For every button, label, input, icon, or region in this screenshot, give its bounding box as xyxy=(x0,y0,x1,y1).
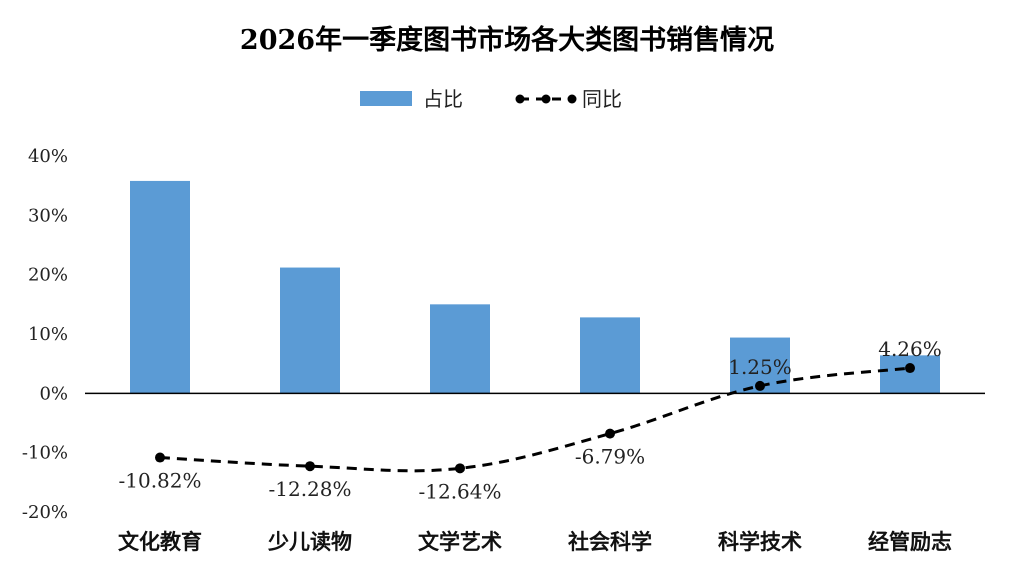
line-point xyxy=(455,463,465,474)
line-point xyxy=(305,461,315,472)
y-tick-label: 40% xyxy=(28,146,68,167)
line-point xyxy=(155,452,165,463)
y-tick-label: 20% xyxy=(28,265,68,286)
line-path xyxy=(159,366,911,473)
line-data-label: 4.26% xyxy=(878,337,942,361)
x-category-label: 科学技术 xyxy=(718,529,802,554)
x-category-label: 文化教育 xyxy=(118,529,202,554)
bar-series xyxy=(130,180,940,394)
line-series xyxy=(155,363,915,474)
line-point xyxy=(755,380,765,391)
line-data-label: -6.79% xyxy=(575,445,645,469)
bar xyxy=(280,267,340,394)
y-tick-label: 30% xyxy=(28,205,68,226)
line-data-label: -12.28% xyxy=(268,477,351,501)
x-category-label: 少儿读物 xyxy=(267,529,352,554)
y-tick-label: 0% xyxy=(39,383,68,404)
legend-line-marker xyxy=(567,94,577,104)
legend-bar-swatch xyxy=(360,91,412,106)
line-point xyxy=(905,363,915,374)
chart-title: 2026年一季度图书市场各大类图书销售情况 xyxy=(240,24,774,56)
bar xyxy=(880,355,940,394)
legend-line-marker xyxy=(541,94,551,104)
y-tick-label: -20% xyxy=(22,502,68,523)
category-labels: 文化教育 少儿读物 文学艺术 社会科学 科学技术 经管励志 xyxy=(118,529,952,554)
bar xyxy=(580,317,640,394)
legend-line-label: 同比 xyxy=(582,87,622,111)
legend-line-marker xyxy=(515,94,525,104)
line-point xyxy=(605,428,615,439)
line-data-label: 1.25% xyxy=(728,355,792,379)
legend-bar-label: 占比 xyxy=(423,87,463,111)
y-tick-label: -10% xyxy=(22,443,68,464)
y-tick-label: 10% xyxy=(28,324,68,345)
x-category-label: 文学艺术 xyxy=(418,529,502,554)
bar xyxy=(130,180,190,394)
line-data-label: -10.82% xyxy=(118,469,201,493)
line-data-label: -12.64% xyxy=(418,479,501,503)
y-axis-ticks: 40% 30% 20% 10% 0% -10% -20% xyxy=(22,146,68,523)
bar xyxy=(430,304,490,394)
x-category-label: 社会科学 xyxy=(567,529,652,554)
data-labels: -10.82% -12.28% -12.64% -6.79% 1.25% 4.26% xyxy=(118,337,941,503)
legend: 占比 同比 xyxy=(360,87,622,111)
x-category-label: 经管励志 xyxy=(868,529,952,554)
